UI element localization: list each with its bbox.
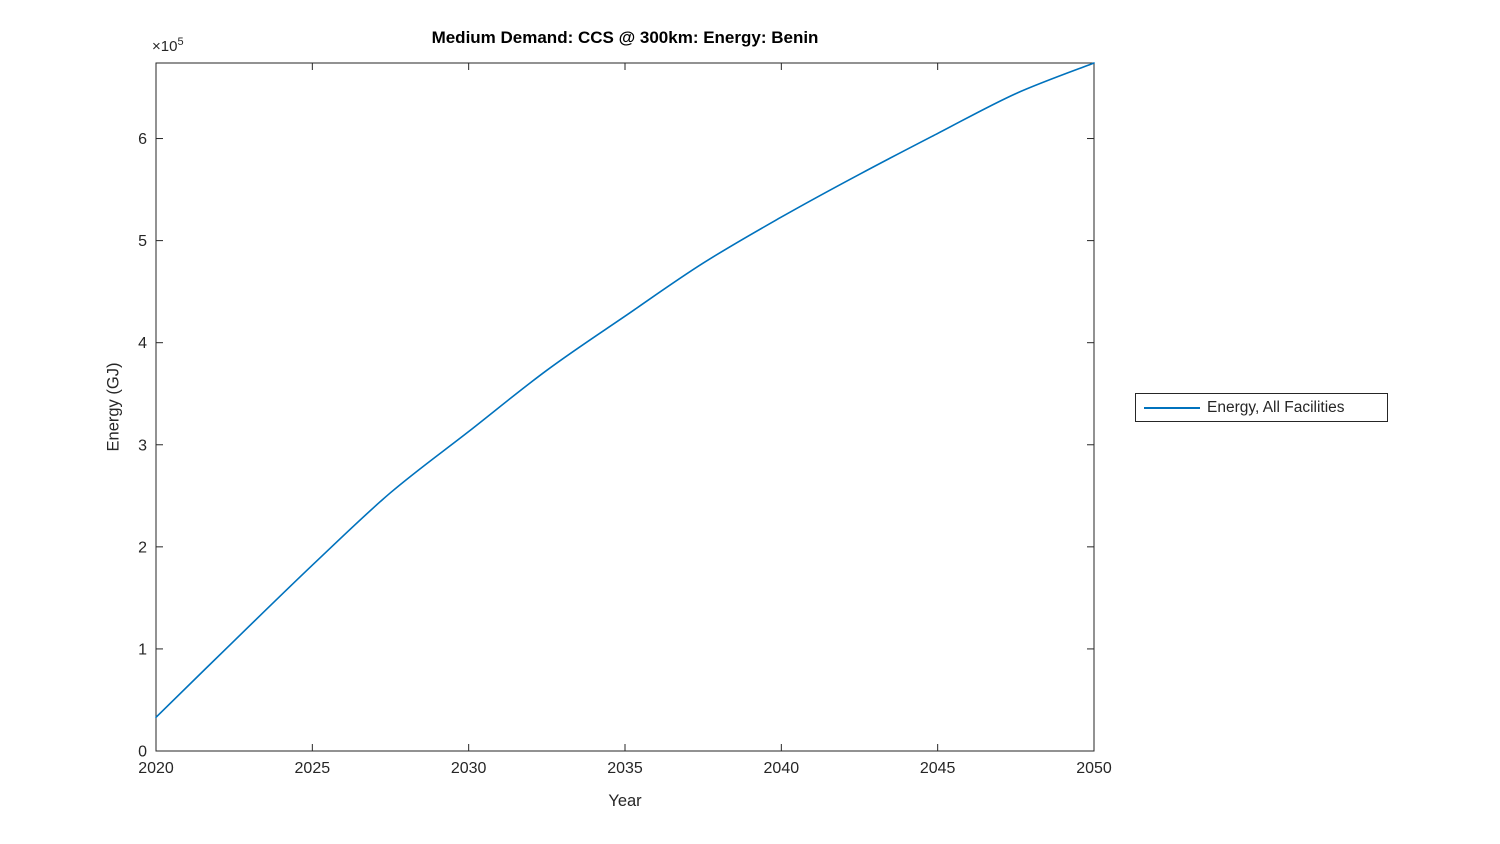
svg-text:2030: 2030: [451, 760, 487, 777]
svg-text:2020: 2020: [138, 760, 174, 777]
chart-title: Medium Demand: CCS @ 300km: Energy: Beni…: [431, 28, 819, 47]
svg-text:2050: 2050: [1076, 760, 1112, 777]
svg-text:2025: 2025: [295, 760, 331, 777]
svg-text:1: 1: [138, 641, 147, 658]
multiplier-exponent: 5: [177, 36, 184, 48]
svg-text:5: 5: [138, 233, 147, 250]
svg-text:2040: 2040: [764, 760, 800, 777]
svg-text:4: 4: [138, 335, 147, 352]
x-axis-label: Year: [608, 792, 642, 810]
legend-line-sample: [1144, 406, 1200, 409]
svg-text:3: 3: [138, 437, 147, 454]
legend-entry-label: Energy, All Facilities: [1207, 398, 1345, 416]
svg-text:6: 6: [138, 131, 147, 148]
svg-text:2035: 2035: [607, 760, 643, 777]
multiplier-base: ×10: [152, 38, 178, 55]
legend-box: Energy, All Facilities: [1135, 393, 1388, 422]
svg-text:0: 0: [138, 744, 147, 761]
svg-text:2: 2: [138, 539, 147, 556]
svg-text:2045: 2045: [920, 760, 956, 777]
y-axis-multiplier: ×105: [152, 36, 184, 55]
